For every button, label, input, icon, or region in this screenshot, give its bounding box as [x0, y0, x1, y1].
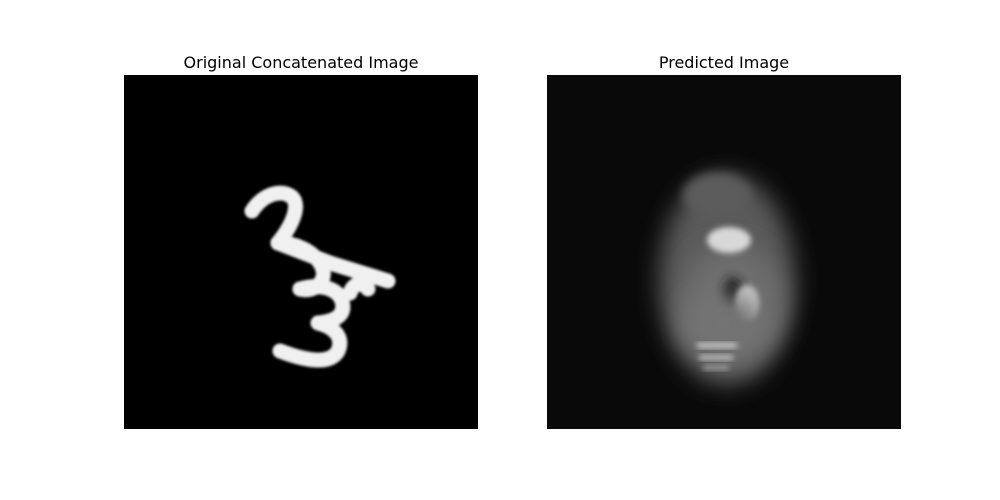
original-image [124, 75, 478, 429]
predicted-image-panel: Predicted Image [547, 50, 901, 429]
predicted-image-canvas [547, 75, 901, 429]
original-image-canvas [124, 75, 478, 429]
panel-title-original: Original Concatenated Image [183, 53, 419, 72]
original-image-panel: Original Concatenated Image [124, 50, 478, 429]
panel-title-predicted: Predicted Image [658, 53, 790, 72]
predicted-image [547, 75, 901, 429]
